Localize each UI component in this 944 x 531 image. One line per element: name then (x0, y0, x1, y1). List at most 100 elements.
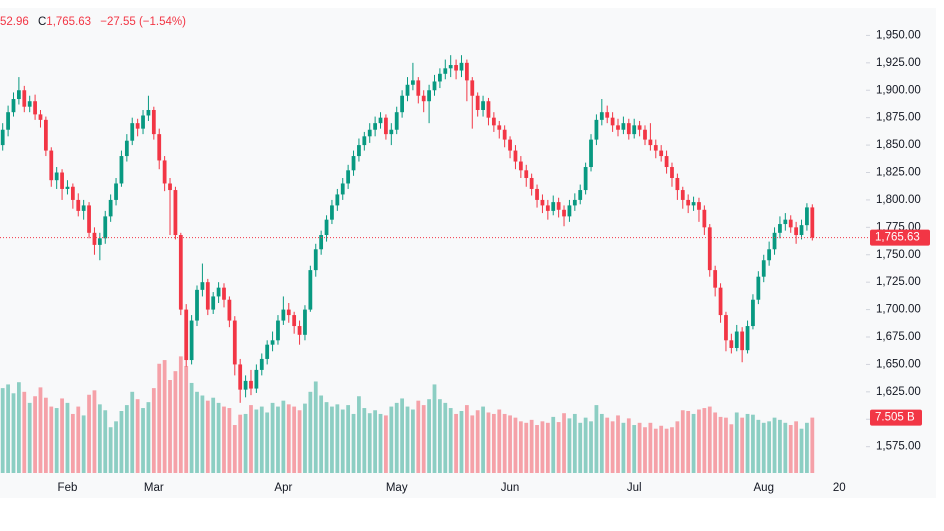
y-tick-label: 1,875.00 (876, 112, 921, 124)
candle-body (303, 309, 307, 335)
x-tick-label: Aug (754, 482, 774, 494)
candle-body (281, 309, 286, 321)
volume-bar (27, 402, 32, 473)
candle-body (594, 119, 599, 140)
candle-body (400, 95, 404, 113)
candle-body (621, 123, 626, 130)
volume-bar (454, 413, 458, 473)
volume-bar (702, 408, 707, 473)
candle-body (589, 139, 593, 168)
candle-body (195, 289, 199, 321)
volume-bar (675, 421, 680, 473)
candle-body (551, 202, 556, 211)
volume-bar (211, 397, 216, 473)
volume-bar (97, 404, 102, 473)
pane-background (0, 8, 936, 498)
candle-body (643, 129, 647, 140)
candle-body (772, 232, 777, 250)
candle-body (162, 160, 167, 184)
candle-body (394, 112, 399, 130)
candle-body (616, 125, 620, 130)
volume-bar (205, 400, 210, 473)
candle-body (653, 145, 658, 151)
volume-bar (805, 422, 809, 473)
candle-body (373, 123, 378, 130)
volume-bar (562, 413, 566, 473)
volume-bar (810, 417, 815, 473)
volume-bar (653, 428, 658, 473)
volume-bar (529, 419, 534, 473)
volume-bar (103, 410, 108, 473)
candle-body (249, 380, 253, 389)
candle-body (340, 183, 345, 195)
volume-bar (686, 411, 691, 473)
volume-bar (788, 425, 793, 473)
volume-bar (421, 405, 426, 473)
candle-body (227, 299, 232, 321)
volume-bar (626, 418, 631, 473)
candle-body (49, 150, 54, 181)
volume-bar (713, 412, 718, 473)
candle-body (729, 340, 734, 348)
volume-bars (0, 356, 815, 473)
candle-body (432, 81, 437, 91)
candle-body (637, 125, 642, 130)
candle-body (297, 326, 302, 335)
candle-body (178, 235, 183, 310)
candle-body (362, 136, 367, 146)
volume-bar (76, 406, 81, 473)
candle-body (454, 65, 458, 71)
volume-bar (324, 402, 329, 473)
volume-bar (400, 398, 404, 473)
candle-body (448, 65, 453, 69)
volume-bar (286, 404, 291, 473)
x-tick-label: Apr (274, 482, 292, 494)
volume-bar (751, 414, 755, 473)
candle-body (17, 90, 21, 100)
candle-body (670, 167, 674, 178)
candle-body (583, 167, 588, 191)
volume-bar (464, 405, 469, 473)
candle-body (389, 129, 394, 135)
volume-bar (330, 406, 334, 473)
volume-bar (254, 409, 259, 473)
volume-bar (340, 409, 345, 473)
volume-bar (470, 415, 475, 473)
volume-bar (729, 424, 734, 473)
volume-bar (346, 405, 351, 473)
candle-body (124, 140, 129, 157)
candle-body (491, 117, 496, 126)
candle-body (734, 331, 739, 348)
volume-bar (680, 410, 685, 473)
candle-body (27, 101, 32, 107)
volume-bar (637, 422, 642, 473)
legend-close: 1,765.63 (46, 16, 91, 28)
y-tick-label: 1,725.00 (876, 276, 921, 288)
candle-body (518, 161, 523, 171)
candle-body (718, 287, 723, 316)
x-tick-label: May (386, 482, 408, 494)
candle-body (168, 183, 172, 191)
candle-body (751, 299, 755, 327)
candle-body (130, 123, 135, 141)
candle-body (459, 62, 464, 71)
y-tick-label: 1,625.00 (876, 386, 921, 398)
volume-bar (114, 421, 118, 473)
volume-bar (141, 408, 145, 473)
candle-body (562, 209, 566, 217)
candle-body (232, 320, 237, 365)
y-tick-label: 1,825.00 (876, 167, 921, 179)
candle-body (308, 270, 313, 310)
volume-bar (567, 418, 572, 473)
volume-bar (783, 422, 788, 473)
volume-bar (697, 409, 701, 473)
y-tick-label: 1,900.00 (876, 84, 921, 96)
candle-body (114, 183, 118, 200)
x-tick-label: Jun (501, 482, 520, 494)
volume-bar (659, 425, 664, 473)
volume-bar (556, 422, 561, 473)
y-tick-label: 1,575.00 (876, 441, 921, 453)
candle-body (378, 117, 383, 124)
candle-body (675, 177, 680, 191)
candle-body (556, 202, 561, 210)
